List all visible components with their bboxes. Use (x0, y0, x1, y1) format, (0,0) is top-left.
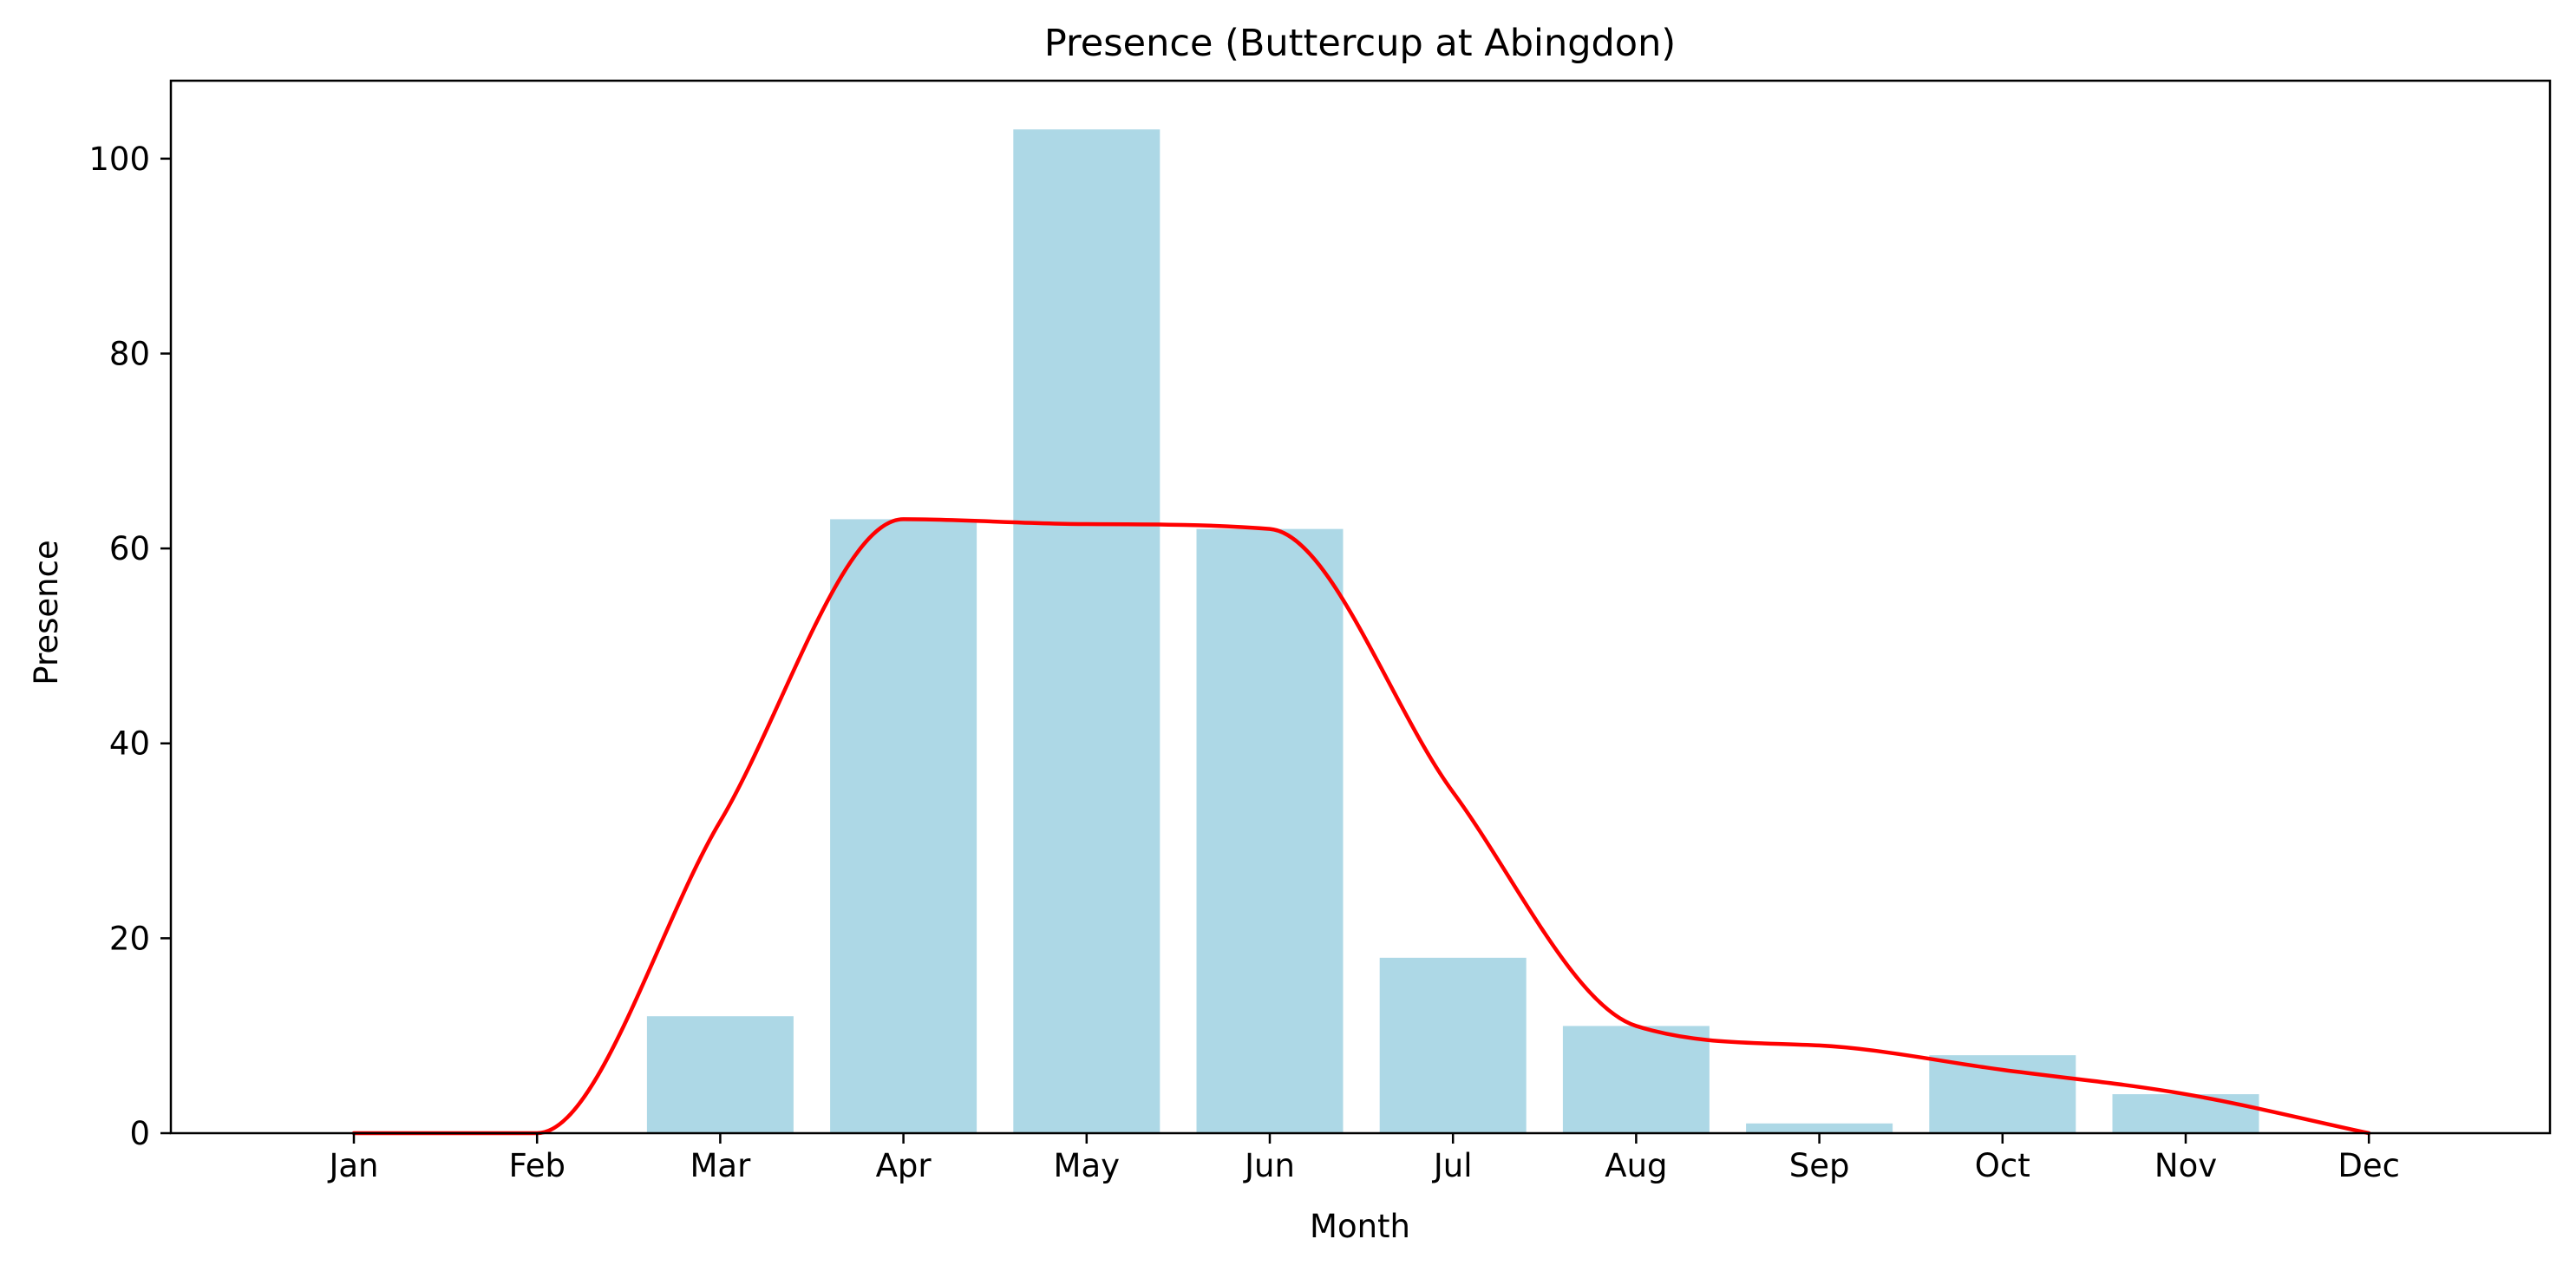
bar-apr (830, 519, 977, 1133)
line-group (351, 517, 2371, 1136)
bar-jun (1196, 528, 1344, 1133)
y-tick-label-80: 80 (109, 335, 150, 372)
bar-sep (1746, 1123, 1893, 1133)
x-axis-label: Month (1310, 1208, 1410, 1245)
x-tick-label-may: May (1054, 1147, 1121, 1184)
y-tick-label-0: 0 (129, 1115, 150, 1152)
bar-jul (1379, 957, 1527, 1133)
x-tick-label-nov: Nov (2154, 1147, 2217, 1184)
bar-nov (2112, 1094, 2259, 1133)
bar-group (646, 129, 2259, 1133)
x-tick-label-jan: Jan (327, 1147, 378, 1184)
bar-mar (646, 1016, 794, 1133)
ticks-group: Jan Feb Mar Apr May Jun Jul Aug Sep Oct Nov Dec 0 20 4… (88, 141, 2400, 1184)
x-tick-label-jun: Jun (1243, 1147, 1295, 1184)
x-tick-label-apr: Apr (876, 1147, 932, 1184)
y-tick-label-20: 20 (109, 920, 150, 957)
y-tick-label-100: 100 (88, 141, 150, 178)
y-axis-label: Presence (28, 540, 65, 685)
x-tick-label-aug: Aug (1605, 1147, 1667, 1184)
x-tick-label-sep: Sep (1789, 1147, 1850, 1184)
plot-frame (169, 79, 2552, 1135)
y-tick-label-60: 60 (109, 530, 150, 567)
y-tick-label-40: 40 (109, 725, 150, 763)
bar-may (1013, 129, 1161, 1133)
chart-title: Presence (Buttercup at Abingdon) (1044, 22, 1676, 65)
x-tick-label-dec: Dec (2337, 1147, 2400, 1184)
bar-aug (1562, 1026, 1710, 1133)
x-tick-label-oct: Oct (1975, 1147, 2030, 1184)
x-tick-label-mar: Mar (690, 1147, 751, 1184)
trend-line (351, 517, 2371, 1136)
axes-group (169, 79, 2552, 1135)
x-tick-label-jul: Jul (1432, 1147, 1473, 1184)
bar-oct (1929, 1055, 2076, 1133)
x-tick-label-feb: Feb (508, 1147, 566, 1184)
